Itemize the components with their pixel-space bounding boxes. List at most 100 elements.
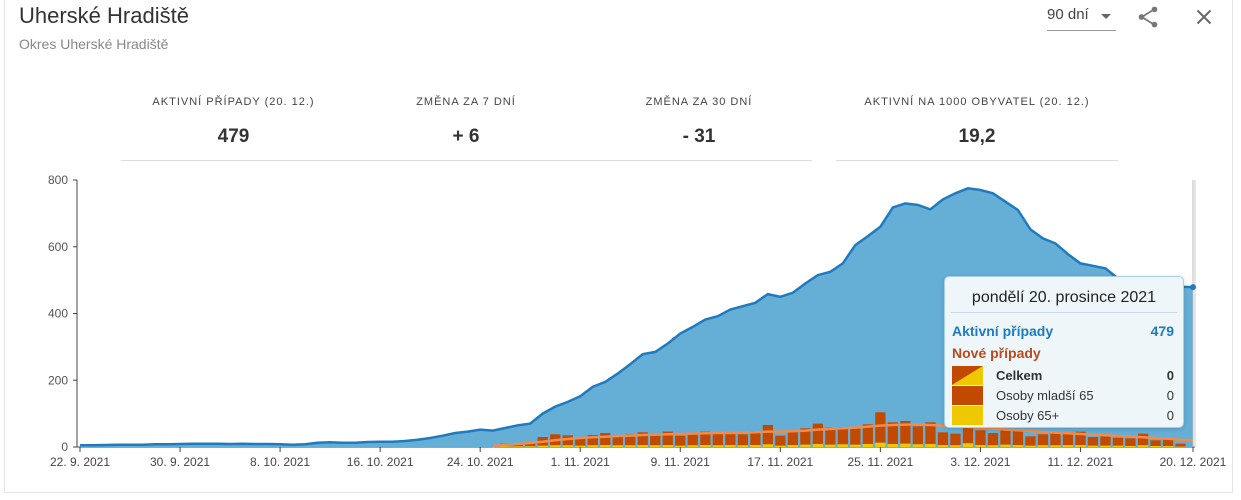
stat-change-30d: ZMĚNA ZA 30 DNÍ - 31 <box>586 96 812 161</box>
senior-cases-bar <box>912 444 923 447</box>
stat-divider <box>346 160 586 161</box>
y-tick-label: 800 <box>48 173 68 187</box>
senior-cases-bar <box>875 442 886 447</box>
new-cases-bar <box>950 433 961 446</box>
new-cases-bar <box>762 425 773 445</box>
new-cases-bar <box>1162 439 1174 446</box>
x-tick-label: 24. 10. 2021 <box>447 455 514 469</box>
senior-cases-bar <box>1075 445 1086 447</box>
new-cases-bar <box>612 435 623 446</box>
senior-cases-bar <box>837 444 848 447</box>
tooltip-row-value: 0 <box>1166 388 1174 403</box>
new-cases-bar <box>750 431 761 445</box>
x-tick-label: 30. 9. 2021 <box>150 455 210 469</box>
tooltip-row-label: Osoby 65+ <box>996 408 1060 423</box>
new-cases-bar <box>1100 436 1111 446</box>
new-cases-bar <box>1137 433 1149 446</box>
active-cases-line <box>80 187 1194 447</box>
x-tick-label: 8. 10. 2021 <box>250 455 310 469</box>
new-cases-bar <box>1012 431 1024 445</box>
chevron-down-icon <box>1101 14 1111 19</box>
new-cases-bar <box>1150 440 1161 446</box>
senior-cases-bar <box>962 443 974 447</box>
x-tick-label: 16. 10. 2021 <box>347 455 414 469</box>
share-icon <box>1138 6 1158 28</box>
senior-cases-bar <box>825 444 836 447</box>
new-cases-bar <box>725 432 736 445</box>
new-cases-bar <box>1112 437 1124 446</box>
active-cases-area <box>80 188 1193 448</box>
new-cases-bar <box>1000 429 1011 445</box>
senior-cases-bar <box>862 444 873 447</box>
total-swatch <box>952 366 983 385</box>
senior-cases-bar <box>737 445 748 447</box>
senior-cases-bar <box>937 445 949 447</box>
senior-cases-bar <box>1062 445 1074 447</box>
new-cases-bar <box>862 424 873 444</box>
new-cases-bar <box>1087 437 1099 446</box>
share-button[interactable] <box>1135 4 1161 30</box>
senior-cases-bar <box>850 444 861 447</box>
stat-label: ZMĚNA ZA 30 DNÍ <box>645 96 753 108</box>
new-cases-bar <box>1175 443 1186 447</box>
x-tick-label: 3. 12. 2021 <box>950 455 1010 469</box>
new-cases-bar <box>1037 434 1049 446</box>
senior-cases-bar <box>1150 446 1161 447</box>
senior-cases-bar <box>1100 445 1111 447</box>
new-cases-bar <box>662 431 673 445</box>
tooltip-row-total: Celkem 0 <box>952 366 1174 385</box>
senior-cases-bar <box>712 445 723 447</box>
new-cases-bar <box>575 437 586 446</box>
senior-cases-bar <box>1112 445 1124 447</box>
tooltip-row-under65: Osoby mladší 65 0 <box>952 386 1174 405</box>
senior-cases-bar <box>750 445 761 447</box>
senior-cases-bar <box>900 443 911 447</box>
new-cases-bar <box>650 433 661 446</box>
senior-swatch <box>952 406 983 425</box>
new-cases-bar <box>787 431 798 445</box>
senior-cases-bar <box>525 446 536 447</box>
senior-cases-bar <box>625 445 636 447</box>
senior-cases-bar <box>1050 445 1061 447</box>
senior-cases-bar <box>675 445 686 447</box>
y-tick-label: 400 <box>48 307 68 321</box>
senior-cases-bar <box>975 445 986 447</box>
new-cases-bar <box>1125 438 1136 446</box>
x-tick-label: 22. 9. 2021 <box>50 455 110 469</box>
new-cases-bar <box>937 432 949 445</box>
close-button[interactable] <box>1191 4 1217 30</box>
range-select-value: 90 dní <box>1047 6 1089 23</box>
senior-cases-bar <box>762 444 773 447</box>
chart-tooltip: pondělí 20. prosince 2021 Aktivní případ… <box>944 276 1184 428</box>
new-cases-bar <box>687 434 698 446</box>
new-cases-bar <box>837 427 848 445</box>
range-select[interactable]: 90 dní <box>1047 3 1116 31</box>
senior-cases-bar <box>725 445 736 447</box>
senior-cases-bar <box>612 445 623 447</box>
new-cases-bar <box>825 427 836 445</box>
senior-cases-bar <box>512 446 523 447</box>
senior-cases-bar <box>950 445 961 447</box>
x-tick-label: 1. 11. 2021 <box>551 455 610 469</box>
stat-label: ZMĚNA ZA 7 DNÍ <box>416 96 516 108</box>
tooltip-date: pondělí 20. prosince 2021 <box>971 289 1157 306</box>
x-tick-label: 20. 12. 2021 <box>1160 455 1227 469</box>
stat-change-7d: ZMĚNA ZA 7 DNÍ + 6 <box>346 96 586 161</box>
new-cases-bar <box>875 412 886 443</box>
y-tick-label: 200 <box>48 373 68 387</box>
tooltip-active-value: 479 <box>1150 323 1174 339</box>
stat-active-cases: AKTIVNÍ PŘÍPADY (20. 12.) 479 <box>121 96 346 161</box>
new-cases-bar <box>525 443 536 447</box>
senior-cases-bar <box>1087 445 1099 447</box>
new-cases-bar <box>1062 432 1074 445</box>
stat-divider <box>836 160 1118 161</box>
x-tick-label: 25. 11. 2021 <box>847 455 913 469</box>
new-cases-bar <box>987 433 999 446</box>
stat-value: - 31 <box>682 126 716 147</box>
close-icon <box>1196 9 1212 25</box>
new-cases-bar <box>1075 431 1086 445</box>
tooltip-active-label: Aktivní případy <box>952 323 1054 339</box>
stat-divider <box>121 160 346 161</box>
senior-cases-bar <box>987 445 999 447</box>
new-cases-bar <box>587 435 598 446</box>
